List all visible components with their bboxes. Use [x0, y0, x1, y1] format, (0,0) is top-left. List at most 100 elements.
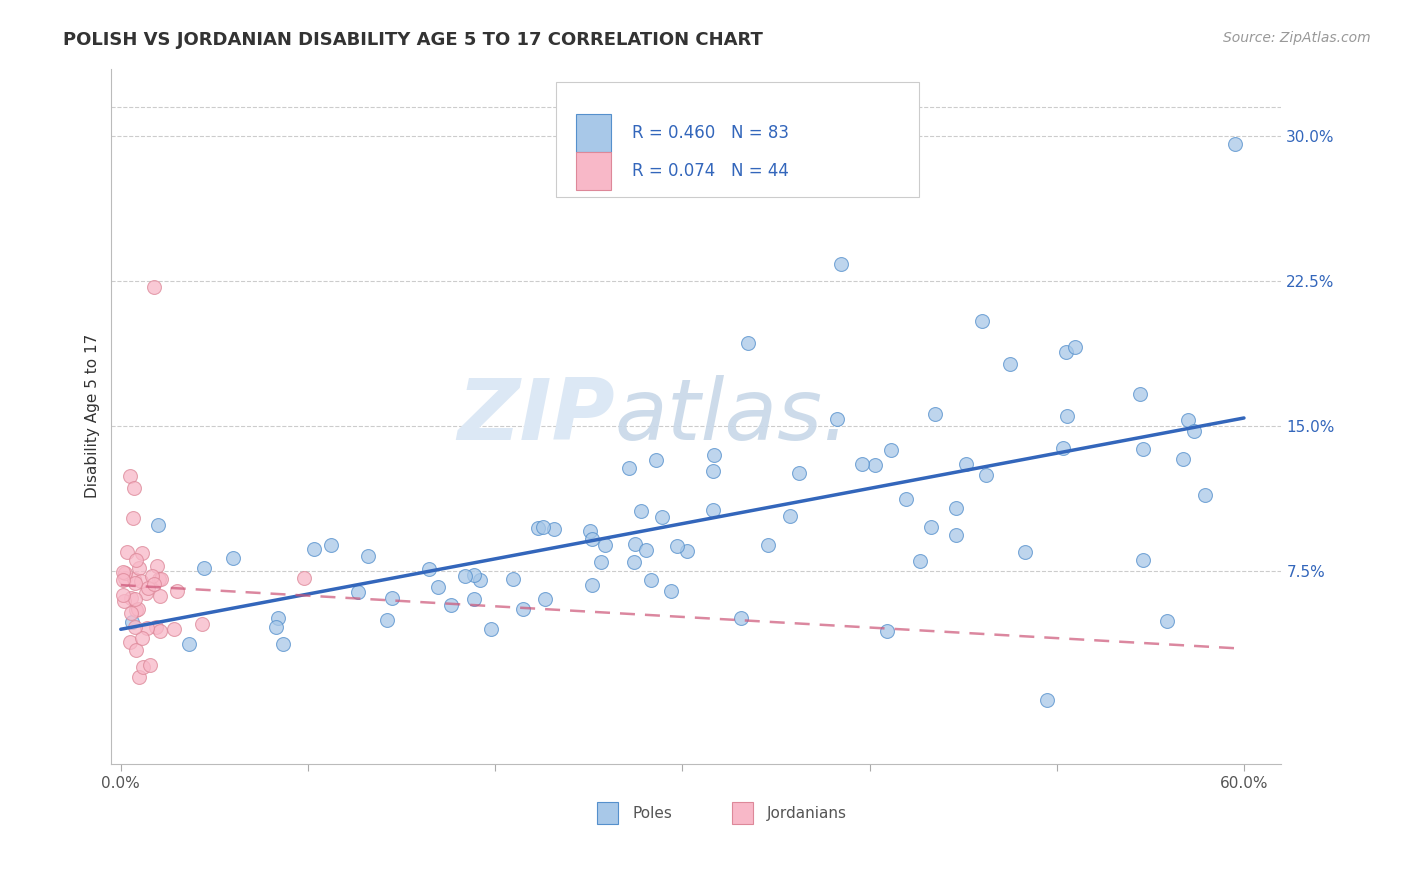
Point: [779, 509, 801, 524]
Point: [193, 561, 215, 575]
Point: [1129, 387, 1152, 401]
Point: [1132, 442, 1154, 456]
Point: [581, 533, 603, 547]
Point: [132, 660, 155, 674]
Point: [124, 575, 146, 590]
Point: [998, 357, 1021, 371]
Point: [502, 572, 524, 586]
Point: [645, 453, 668, 467]
Point: [463, 568, 485, 582]
Point: [440, 598, 463, 612]
Point: [141, 569, 163, 583]
Point: [357, 549, 380, 563]
Point: [1177, 413, 1199, 427]
Point: [222, 550, 245, 565]
Point: [135, 585, 157, 599]
Point: [121, 615, 143, 630]
Text: atlas.: atlas.: [614, 375, 849, 458]
Point: [120, 591, 142, 606]
Point: [589, 555, 612, 569]
Point: [894, 492, 917, 507]
Point: [676, 544, 699, 558]
Point: [124, 603, 146, 617]
Point: [702, 503, 724, 517]
Point: [512, 601, 534, 615]
Point: [619, 461, 641, 475]
Point: [304, 542, 326, 557]
Point: [955, 457, 977, 471]
FancyBboxPatch shape: [555, 82, 918, 197]
Text: R = 0.460   N = 83: R = 0.460 N = 83: [633, 124, 789, 142]
Point: [876, 624, 898, 638]
Point: [851, 458, 873, 472]
Point: [347, 585, 370, 599]
Point: [191, 617, 214, 632]
Point: [127, 602, 149, 616]
Point: [149, 624, 172, 638]
Point: [924, 407, 946, 421]
Text: R = 0.074   N = 44: R = 0.074 N = 44: [633, 162, 789, 180]
Point: [634, 542, 657, 557]
Point: [375, 613, 398, 627]
Point: [730, 610, 752, 624]
Point: [910, 553, 932, 567]
Point: [1056, 409, 1078, 423]
Point: [292, 571, 315, 585]
Point: [920, 520, 942, 534]
Point: [114, 571, 136, 585]
Point: [136, 581, 159, 595]
Point: [149, 589, 172, 603]
Point: [122, 481, 145, 495]
Point: [737, 335, 759, 350]
Point: [1171, 451, 1194, 466]
Point: [702, 464, 724, 478]
Point: [665, 539, 688, 553]
Point: [463, 592, 485, 607]
Point: [468, 573, 491, 587]
Point: [120, 635, 142, 649]
Point: [112, 588, 135, 602]
Point: [112, 573, 135, 587]
Point: [623, 537, 645, 551]
Text: ZIP: ZIP: [457, 375, 614, 458]
Point: [146, 518, 169, 533]
Text: Source: ZipAtlas.com: Source: ZipAtlas.com: [1223, 31, 1371, 45]
Point: [830, 256, 852, 270]
Point: [129, 574, 152, 588]
Point: [1036, 693, 1059, 707]
Point: [125, 552, 148, 566]
Point: [640, 574, 662, 588]
Point: [787, 466, 810, 480]
Point: [321, 538, 343, 552]
Point: [1052, 441, 1074, 455]
Point: [581, 578, 603, 592]
Point: [865, 458, 887, 472]
Point: [418, 562, 440, 576]
Point: [593, 538, 616, 552]
Point: [630, 504, 652, 518]
Text: POLISH VS JORDANIAN DISABILITY AGE 5 TO 17 CORRELATION CHART: POLISH VS JORDANIAN DISABILITY AGE 5 TO …: [63, 31, 763, 49]
Point: [426, 580, 449, 594]
Point: [271, 637, 294, 651]
Point: [128, 561, 150, 575]
Point: [124, 591, 146, 606]
Point: [534, 591, 557, 606]
Point: [120, 606, 142, 620]
FancyBboxPatch shape: [576, 152, 612, 190]
Point: [970, 314, 993, 328]
Point: [381, 591, 404, 605]
Point: [756, 538, 779, 552]
Point: [531, 520, 554, 534]
Point: [111, 566, 134, 580]
Point: [945, 528, 967, 542]
Point: [122, 572, 145, 586]
Point: [659, 584, 682, 599]
FancyBboxPatch shape: [576, 113, 612, 152]
Point: [131, 631, 153, 645]
Point: [1054, 345, 1077, 359]
Point: [138, 658, 160, 673]
Point: [179, 637, 201, 651]
Point: [454, 569, 477, 583]
Point: [143, 577, 166, 591]
FancyBboxPatch shape: [731, 802, 752, 824]
